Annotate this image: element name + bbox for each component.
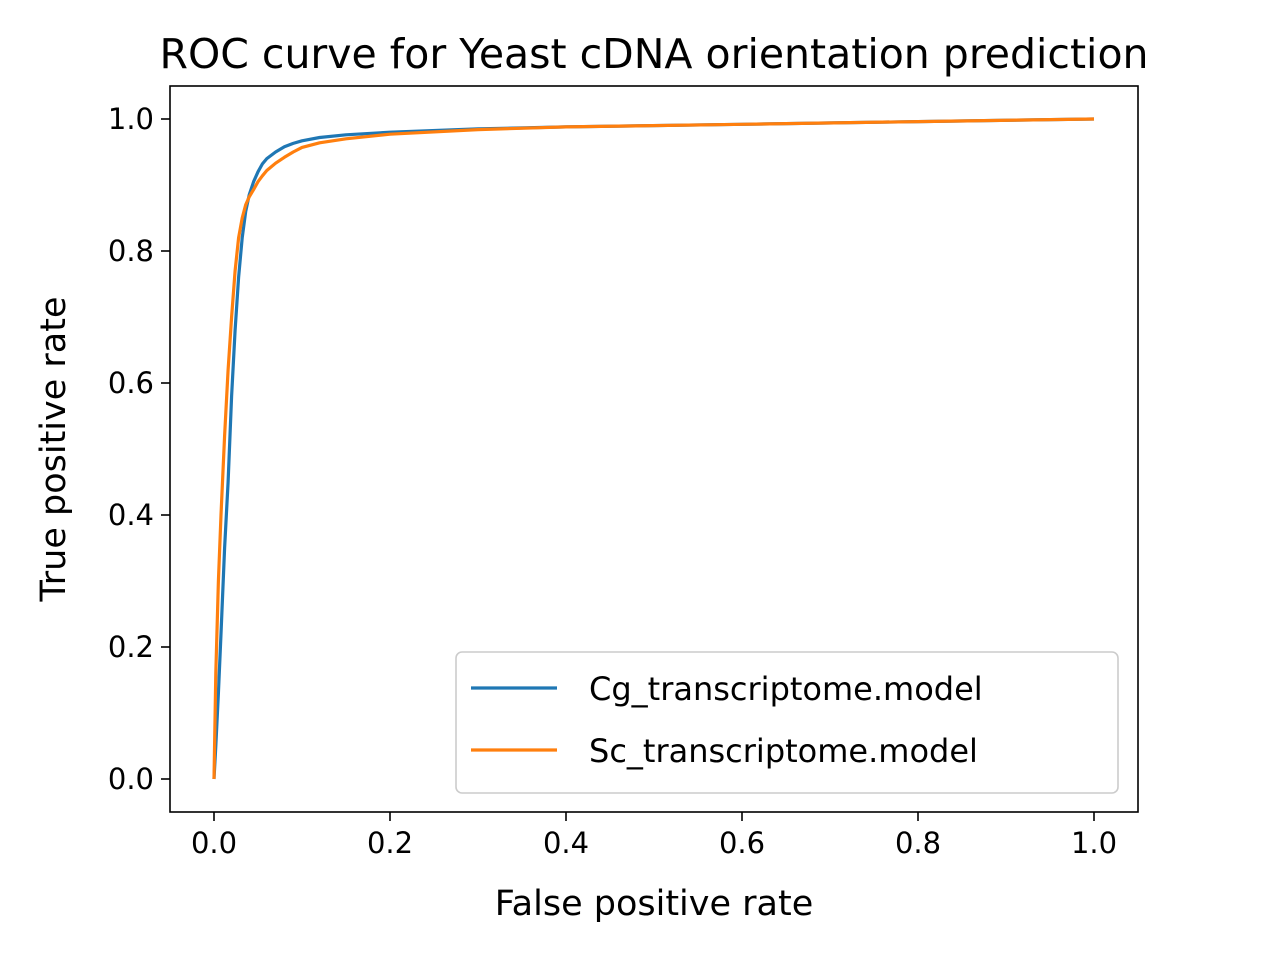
x-axis: 0.0 0.2 0.4 0.6 0.8 1.0 [191,812,1117,860]
y-tick-label: 1.0 [108,102,154,136]
y-axis-label: True positive rate [34,297,74,603]
x-tick-label: 0.0 [191,826,237,860]
legend-label: Cg_transcriptome.model [589,670,983,708]
plot-layer [212,117,1095,780]
y-tick-label: 0.4 [108,498,154,532]
series-line-2 [212,117,1095,780]
y-tick-label: 0.8 [108,234,154,268]
y-tick-label: 0.0 [108,762,154,796]
x-tick-label: 0.4 [543,826,589,860]
legend-box [455,651,1119,794]
x-tick-label: 1.0 [1071,826,1117,860]
x-tick-label: 0.6 [719,826,765,860]
chart-title: ROC curve for Yeast cDNA orientation pre… [159,30,1148,78]
x-tick-label: 0.8 [895,826,941,860]
legend: Cg_transcriptome.model Sc_transcriptome.m… [455,651,1119,794]
y-axis: 0.0 0.2 0.4 0.6 0.8 1.0 [108,102,170,796]
y-tick-label: 0.2 [108,630,154,664]
legend-label: Sc_transcriptome.model [589,732,978,770]
x-axis-label: False positive rate [495,884,814,924]
plot-frame [169,85,1139,813]
y-tick-label: 0.6 [108,366,154,400]
x-tick-label: 0.2 [367,826,413,860]
